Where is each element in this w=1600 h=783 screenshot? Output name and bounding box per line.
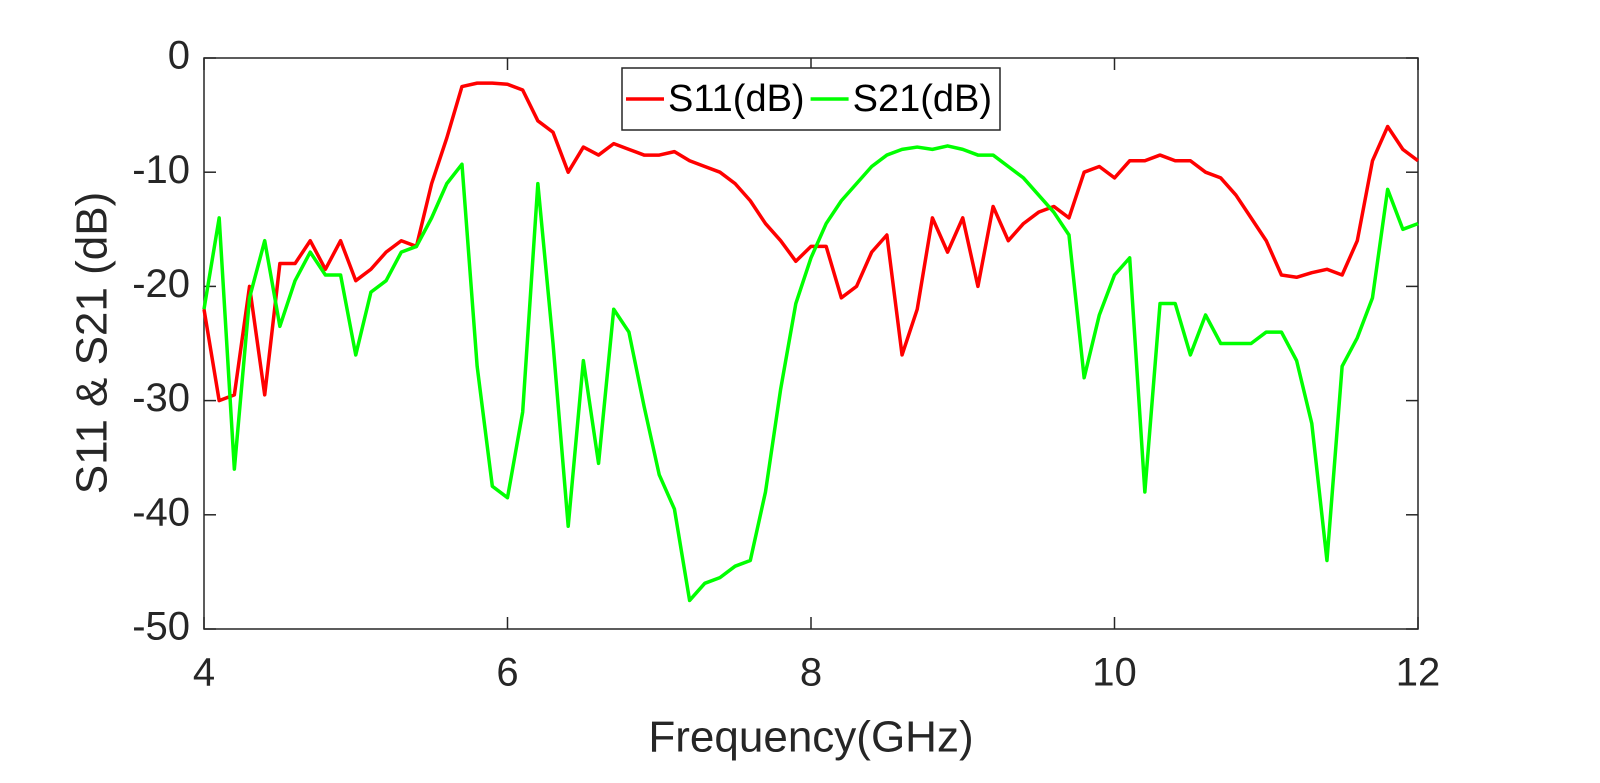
x-tick-label: 10	[1092, 651, 1137, 695]
plot-area	[203, 57, 1419, 630]
y-tick-label: -20	[132, 262, 190, 306]
y-axis-title: S11 & S21 (dB)	[68, 192, 117, 494]
x-tick-label: 4	[193, 651, 215, 695]
x-tick-label: 8	[800, 651, 822, 695]
y-tick-label: -10	[132, 148, 190, 192]
data-line	[202, 81, 1420, 403]
y-tick-label: -40	[132, 490, 190, 534]
y-tick-label: -50	[132, 605, 190, 649]
x-tick-label: 12	[1396, 651, 1441, 695]
data-line	[202, 144, 1419, 603]
y-tick-label: 0	[168, 34, 190, 78]
x-tick-label: 6	[496, 651, 518, 695]
legend-label: S21(dB)	[853, 78, 992, 120]
y-tick-label: -30	[132, 376, 190, 420]
legend-label: S11(dB)	[668, 78, 805, 120]
x-axis-title: Frequency(GHz)	[648, 713, 973, 762]
